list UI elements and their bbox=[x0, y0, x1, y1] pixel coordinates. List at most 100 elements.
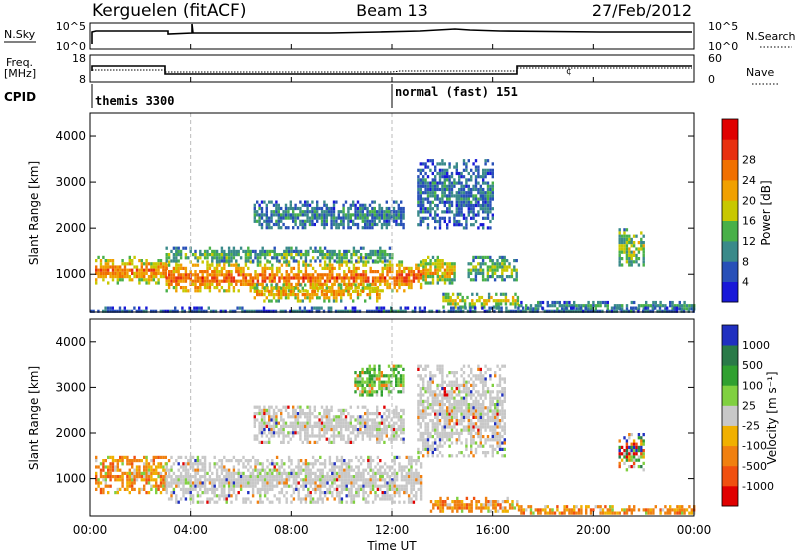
time-tick-label-3: 12:00 bbox=[375, 523, 410, 537]
velocity-colorbar-swatch-8 bbox=[722, 325, 738, 346]
velocity-data-layer bbox=[95, 319, 696, 516]
time-tick-label-2: 08:00 bbox=[274, 523, 309, 537]
velocity-region-5 bbox=[517, 505, 696, 515]
velocity-colorbar-tick-7: -1000 bbox=[742, 480, 774, 493]
power-y-axis-label: Slant Range [km] bbox=[27, 161, 41, 265]
power-region-3 bbox=[165, 246, 394, 263]
power-colorbar-tick-1: 8 bbox=[742, 255, 749, 268]
power-y-tick-label-2: 3000 bbox=[55, 175, 86, 189]
nave-label: Nave bbox=[746, 66, 774, 79]
nsky-trace bbox=[91, 23, 692, 44]
power-region-8 bbox=[467, 255, 518, 282]
cpid-label: CPID bbox=[4, 90, 36, 104]
power-region-7 bbox=[442, 292, 520, 309]
freq-tick-top: 18 bbox=[72, 52, 86, 65]
velocity-colorbar-frame bbox=[721, 324, 739, 507]
velocity-region-4 bbox=[429, 496, 519, 513]
time-axis-label: Time UT bbox=[366, 539, 417, 553]
power-colorbar-swatch-1 bbox=[722, 261, 738, 282]
power-colorbar-swatch-8 bbox=[722, 119, 738, 140]
power-colorbar-swatch-6 bbox=[722, 159, 738, 181]
velocity-colorbar-tick-0: 1000 bbox=[742, 339, 770, 352]
power-region-10 bbox=[618, 228, 645, 267]
velocity-colorbar-swatch-6 bbox=[722, 365, 738, 386]
power-region-4 bbox=[253, 200, 405, 230]
nsky-tick-top: 10^5 bbox=[56, 20, 86, 33]
power-panel: 1000 2000 3000 4000 Slant Range [km] 4 8 12 16… bbox=[27, 112, 773, 313]
cpid-annotation-0: themis 3300 bbox=[95, 94, 174, 108]
velocity-region-6 bbox=[618, 433, 645, 472]
power-colorbar-tick-0: 4 bbox=[742, 276, 749, 289]
power-colorbar-tick-6: 28 bbox=[742, 154, 756, 167]
velocity-y-tick-label-2: 3000 bbox=[55, 380, 86, 394]
velocity-colorbar-swatch-4 bbox=[722, 405, 738, 426]
power-region-2 bbox=[253, 283, 381, 303]
time-tick-label-4: 16:00 bbox=[475, 523, 510, 537]
nsearch-tick-top: 10^5 bbox=[708, 20, 738, 33]
velocity-colorbar-tick-5: -100 bbox=[742, 440, 767, 453]
velocity-region-0 bbox=[95, 455, 167, 495]
velocity-colorbar-tick-1: 500 bbox=[742, 359, 763, 372]
power-colorbar-frame bbox=[721, 118, 739, 303]
cpid-annotation-1: normal (fast) 151 bbox=[395, 85, 518, 99]
velocity-colorbar-swatch-1 bbox=[722, 465, 738, 487]
beam-title: Beam 13 bbox=[356, 1, 428, 20]
nsky-panel: N.Sky 10^5 10^0 10^5 10^0 N.Search bbox=[4, 20, 796, 53]
power-colorbar-tick-2: 12 bbox=[742, 235, 756, 248]
velocity-region-3 bbox=[417, 364, 506, 458]
velocity-y-tick-label-3: 4000 bbox=[55, 335, 86, 349]
nave-tick-top: 60 bbox=[708, 52, 722, 65]
velocity-colorbar-tick-3: 25 bbox=[742, 399, 756, 412]
velocity-y-ticks: 1000 2000 3000 4000 bbox=[55, 335, 694, 486]
power-colorbar-swatch-3 bbox=[722, 220, 738, 242]
power-colorbar-label: Power [dB] bbox=[759, 180, 773, 245]
power-colorbar-swatch-4 bbox=[722, 200, 738, 221]
power-colorbar-swatch-2 bbox=[722, 241, 738, 262]
cpid-row: themis 3300 normal (fast) 151 bbox=[91, 84, 518, 108]
power-colorbar: 4 8 12 16 20 24 28 bbox=[721, 118, 756, 303]
power-region-6 bbox=[422, 255, 456, 285]
velocity-colorbar-swatch-5 bbox=[722, 385, 738, 406]
velocity-y-axis-label: Slant Range [km] bbox=[27, 366, 41, 470]
station-title: Kerguelen (fitACF) bbox=[92, 1, 246, 21]
velocity-colorbar-tick-2: 100 bbox=[742, 379, 763, 392]
velocity-colorbar-swatch-0 bbox=[722, 485, 738, 507]
power-y-tick-label-3: 4000 bbox=[55, 129, 86, 143]
velocity-region-1 bbox=[165, 455, 423, 504]
velocity-panel: 1000 2000 3000 4000 Slant Range [km] 1000 50… bbox=[27, 318, 779, 517]
freq-tick-bottom: 8 bbox=[79, 73, 86, 86]
nsearch-label: N.Search bbox=[746, 30, 796, 43]
power-y-tick-label-0: 1000 bbox=[55, 267, 86, 281]
velocity-colorbar-tick-6: -500 bbox=[742, 460, 767, 473]
power-colorbar-tick-5: 24 bbox=[742, 174, 756, 187]
velocity-colorbar-swatch-3 bbox=[722, 425, 738, 447]
power-colorbar-swatch-0 bbox=[722, 281, 738, 303]
nsky-tick-bottom: 10^0 bbox=[56, 40, 86, 53]
velocity-y-tick-label-0: 1000 bbox=[55, 472, 86, 486]
time-tick-label-5: 20:00 bbox=[576, 523, 611, 537]
freq-label-2: [MHz] bbox=[4, 67, 36, 80]
velocity-region-2 bbox=[253, 405, 405, 444]
power-data-layer bbox=[90, 113, 696, 313]
velocity-region-7 bbox=[354, 364, 405, 397]
power-region-11 bbox=[90, 306, 695, 313]
date-title: 27/Feb/2012 bbox=[592, 1, 692, 20]
nsearch-tick-bottom: 10^0 bbox=[708, 40, 738, 53]
velocity-colorbar-tick-4: -25 bbox=[742, 420, 760, 433]
freq-label-1: Freq. bbox=[6, 56, 33, 69]
power-region-9 bbox=[517, 300, 696, 311]
nave-tick-bottom: 0 bbox=[708, 73, 715, 86]
nave-trace bbox=[92, 67, 692, 73]
time-tick-label-6: 00:00 bbox=[677, 523, 712, 537]
power-colorbar-swatch-5 bbox=[722, 180, 738, 201]
time-tick-label-1: 04:00 bbox=[173, 523, 208, 537]
time-tick-label-0: 00:00 bbox=[73, 523, 108, 537]
velocity-y-tick-label-1: 2000 bbox=[55, 426, 86, 440]
nave-marker: ¢ bbox=[566, 67, 572, 77]
power-colorbar-tick-3: 16 bbox=[742, 215, 756, 228]
time-axis: 00:00 04:00 08:00 12:00 16:00 20:00 00:00 bbox=[73, 44, 712, 537]
nsky-label: N.Sky bbox=[4, 28, 36, 41]
power-region-1 bbox=[165, 260, 423, 293]
power-region-0 bbox=[95, 255, 167, 285]
